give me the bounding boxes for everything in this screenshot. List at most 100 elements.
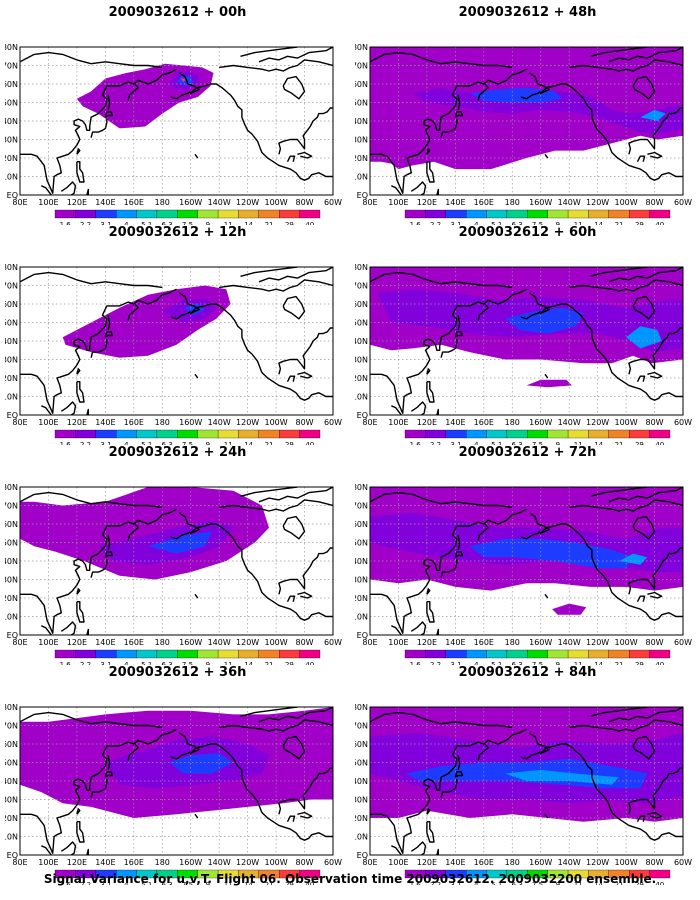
- coastline: [104, 771, 114, 778]
- coastline: [76, 368, 81, 375]
- coastline: [219, 279, 333, 292]
- coastline: [544, 813, 549, 819]
- lon-label: 120E: [67, 198, 87, 207]
- colorbar-label: 7.5: [532, 441, 543, 445]
- coastline: [569, 59, 683, 72]
- colorbar-label: 5.1: [491, 881, 502, 885]
- lat-label: 70N: [355, 62, 368, 71]
- colorbar-label: 40: [655, 221, 664, 225]
- colorbar-swatch: [466, 209, 487, 219]
- colorbar-label: 11: [224, 221, 233, 225]
- coastline: [544, 153, 549, 159]
- coastline: [41, 405, 52, 415]
- variance-region: [412, 87, 683, 134]
- lon-label: 120E: [67, 638, 87, 647]
- coastline: [20, 711, 163, 729]
- coastline: [219, 719, 333, 732]
- coastline: [194, 153, 199, 159]
- colorbar-swatch: [75, 429, 96, 439]
- map-frame: [19, 46, 334, 196]
- colorbar-label: 29: [635, 881, 644, 885]
- coastline: [240, 707, 298, 717]
- map-panel: 2009032612 + 36h 80N 70N 60N 50N 40N 30N 20N 10N…: [5, 665, 350, 885]
- coastline: [127, 523, 139, 541]
- coastline: [90, 559, 108, 578]
- panel-title: 2009032612 + 24h: [108, 445, 247, 460]
- coastline: [107, 314, 111, 331]
- lon-label: 60W: [674, 418, 692, 427]
- coastline: [636, 815, 646, 823]
- colorbar-swatch: [177, 209, 198, 219]
- colorbar-swatch: [506, 429, 528, 439]
- coastline: [20, 508, 177, 634]
- coastline: [426, 808, 431, 815]
- lat-label: 30N: [355, 356, 368, 365]
- colorbar-swatch: [156, 209, 178, 219]
- lon-label: 160W: [179, 638, 202, 647]
- colorbar-label: 9: [206, 661, 210, 665]
- coastline: [391, 625, 402, 635]
- lat-label: 30N: [5, 576, 18, 585]
- coastline: [86, 628, 90, 635]
- lat-label: 30N: [355, 796, 368, 805]
- coastline: [590, 487, 648, 497]
- colorbar-label: 3.1: [100, 661, 111, 665]
- colorbar-label: 29: [635, 661, 644, 665]
- coastline: [278, 327, 333, 375]
- colorbar-label: 11: [224, 661, 233, 665]
- coastline: [76, 808, 81, 815]
- colorbar-swatch: [197, 649, 219, 659]
- lat-label: 50N: [355, 539, 368, 548]
- colorbar-label: 21: [265, 881, 274, 885]
- lon-label: 80E: [362, 638, 377, 647]
- coastline: [477, 303, 489, 321]
- coastline: [286, 375, 296, 383]
- colorbar-swatch: [547, 209, 569, 219]
- lat-label: 50N: [355, 319, 368, 328]
- lat-label: 80N: [5, 263, 18, 272]
- coastline: [457, 534, 461, 551]
- coastline: [457, 314, 461, 331]
- lat-label: EQ: [7, 191, 18, 200]
- colorbar-swatch: [116, 429, 137, 439]
- lon-label: 100W: [614, 418, 637, 427]
- coastline: [370, 711, 513, 729]
- colorbar-label: 11: [574, 221, 583, 225]
- variance-region: [169, 753, 234, 774]
- lat-label: EQ: [7, 631, 18, 640]
- coastline: [391, 405, 402, 415]
- lon-label: 120W: [586, 198, 609, 207]
- lon-label: 80E: [12, 198, 27, 207]
- colorbar-label: 6.3: [162, 881, 173, 885]
- coastline: [436, 628, 440, 635]
- coastline: [20, 51, 163, 69]
- coastline: [426, 148, 431, 155]
- colorbar-swatch: [649, 429, 671, 439]
- coastline: [520, 750, 542, 760]
- colorbar-swatch: [75, 209, 96, 219]
- lon-label: 160W: [529, 858, 552, 867]
- coastline: [632, 75, 656, 100]
- lat-label: 70N: [5, 502, 18, 511]
- lat-label: 30N: [355, 576, 368, 585]
- coastline: [104, 331, 114, 338]
- coastline: [286, 155, 296, 163]
- coastline: [370, 728, 527, 854]
- lon-label: 140W: [208, 198, 231, 207]
- colorbar-label: 5.1: [491, 661, 502, 665]
- colorbar-label: 2.2: [430, 441, 441, 445]
- colorbar-swatch: [629, 429, 650, 439]
- colorbar-label: 2.2: [430, 661, 441, 665]
- colorbar-swatch: [136, 649, 158, 659]
- colorbar-swatch: [547, 429, 569, 439]
- colorbar-swatch: [486, 429, 508, 439]
- lon-label: 180: [155, 198, 170, 207]
- coastline: [647, 591, 663, 599]
- lat-label: 10N: [355, 173, 368, 182]
- colorbar-label: 7.5: [182, 881, 193, 885]
- map-panel: 2009032612 + 72h 80N 70N 60N 50N 40N 30N 20N 10N…: [355, 445, 700, 665]
- colorbar-label: 9: [556, 661, 560, 665]
- colorbar-label: 14: [594, 881, 603, 885]
- lon-label: 180: [505, 418, 520, 427]
